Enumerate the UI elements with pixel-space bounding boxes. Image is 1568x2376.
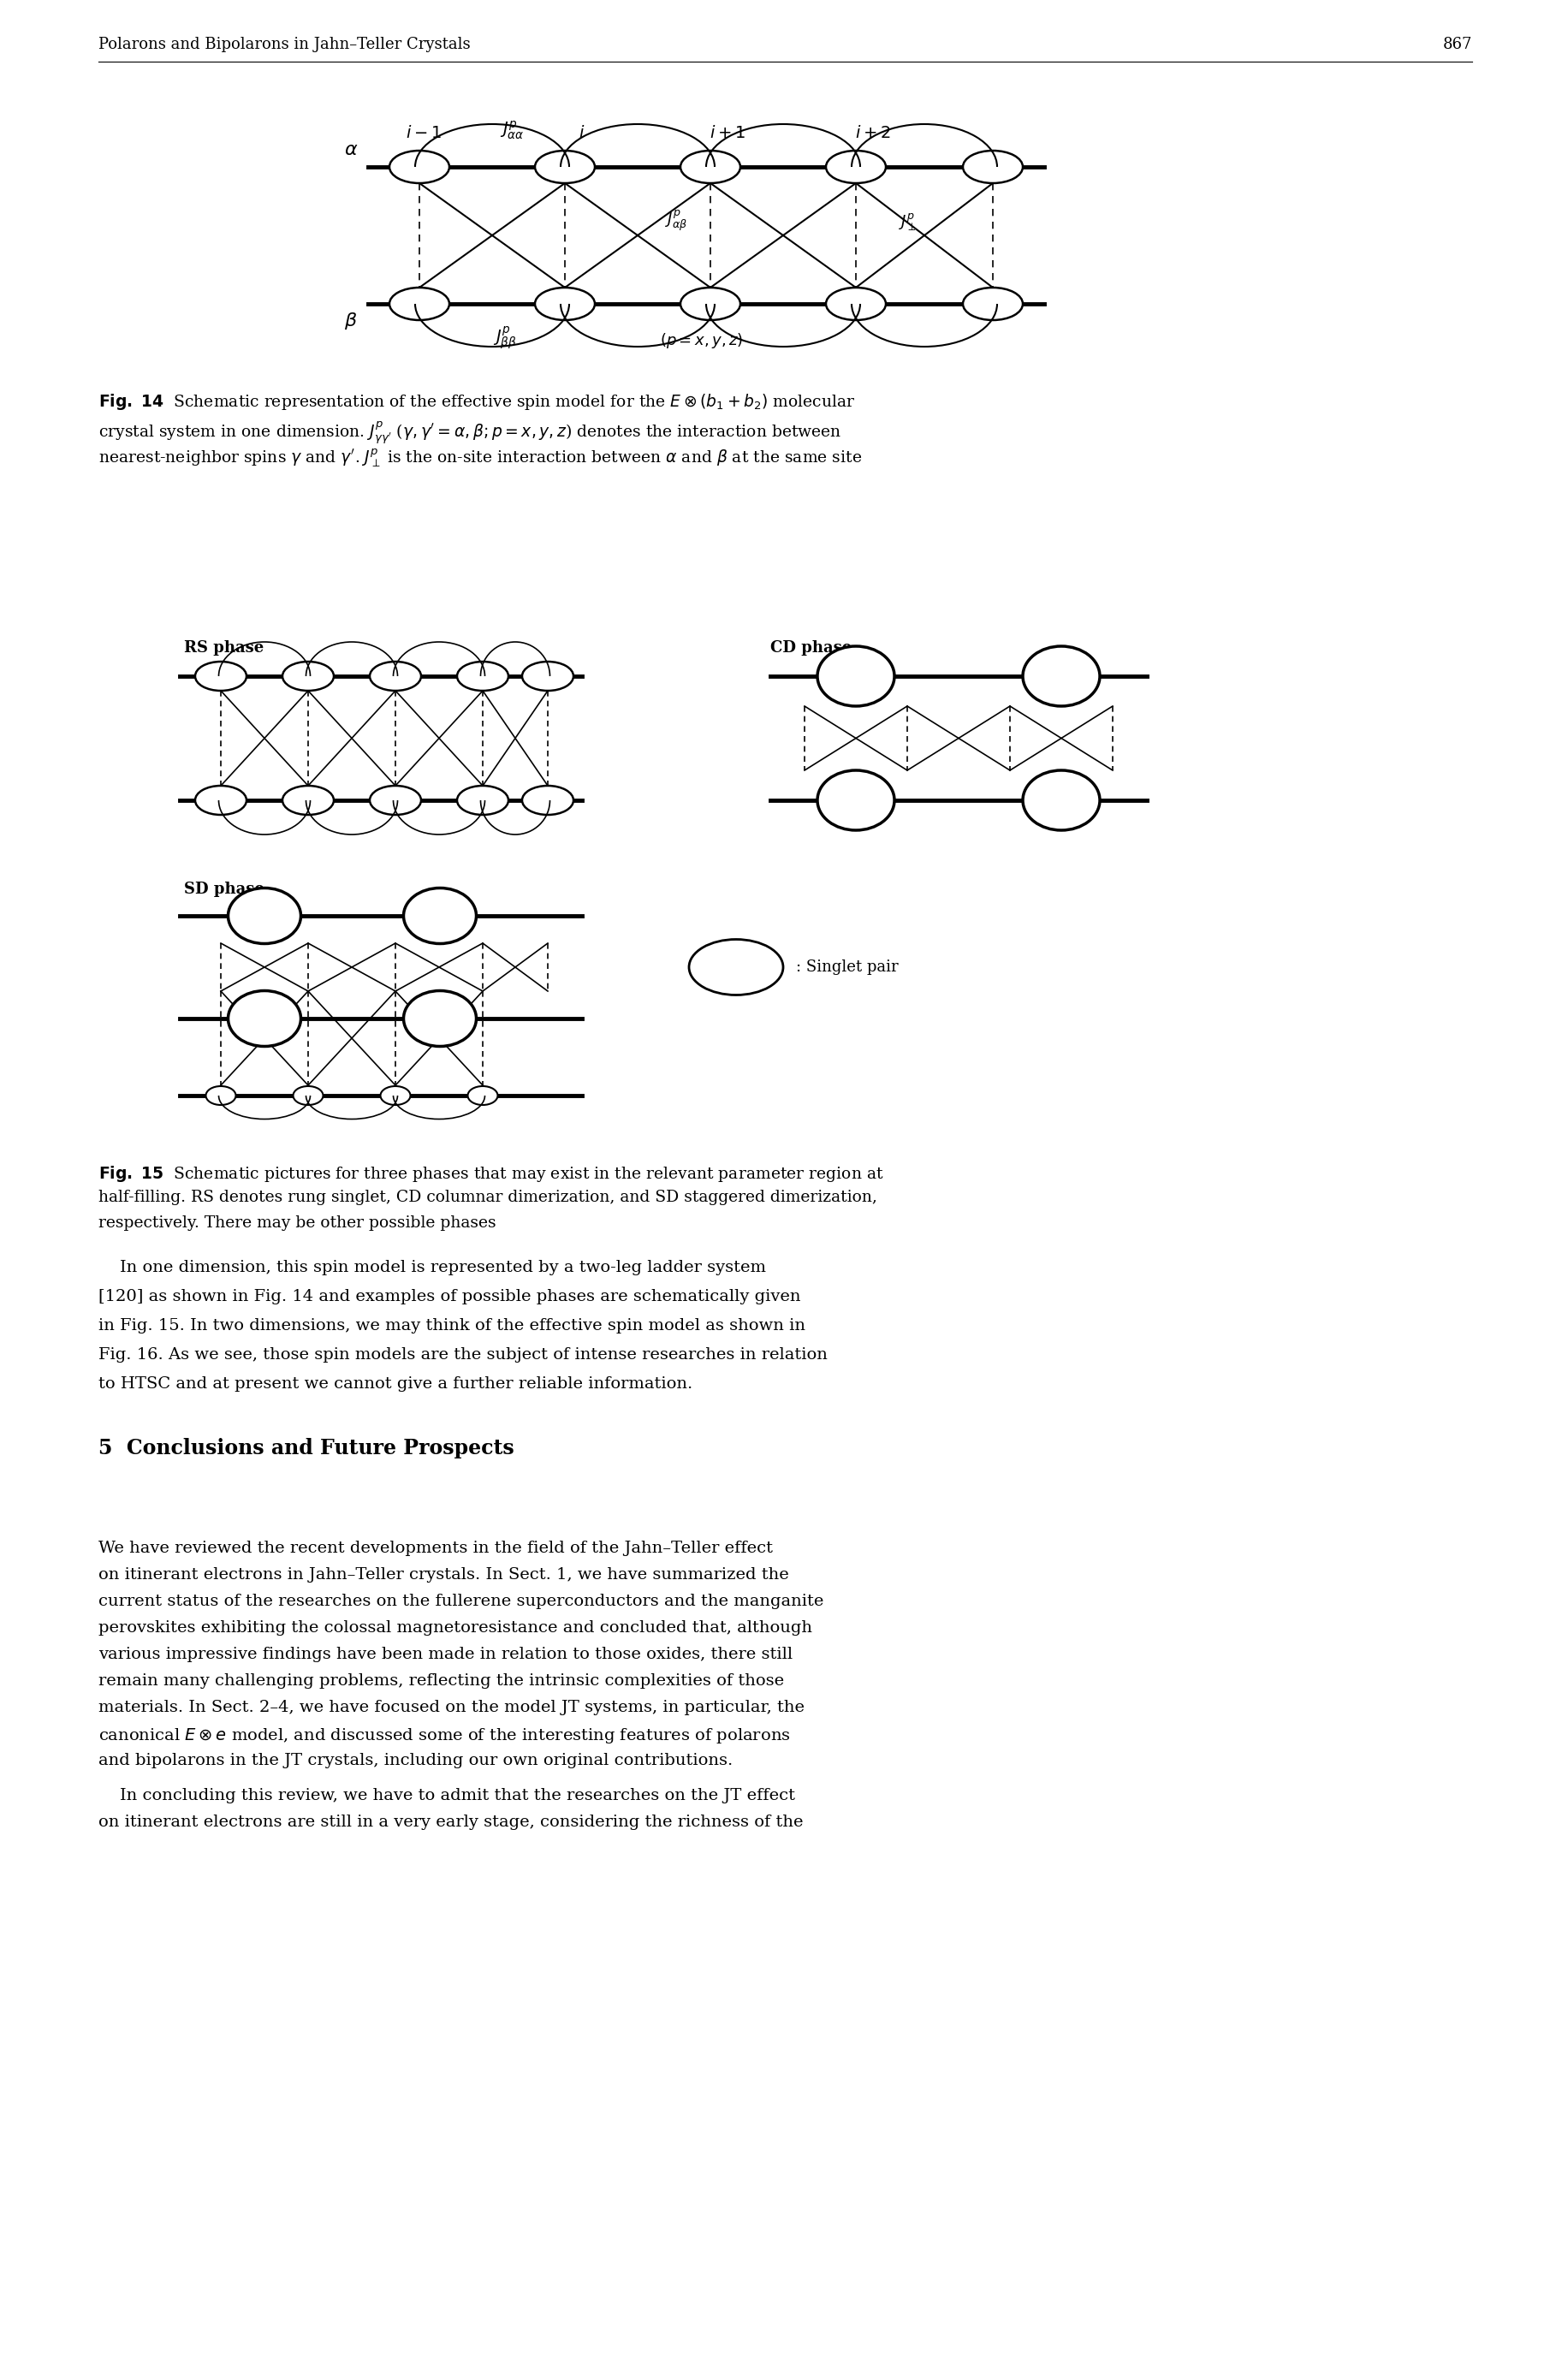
Ellipse shape (522, 786, 574, 815)
Ellipse shape (293, 1086, 323, 1105)
Ellipse shape (403, 889, 477, 943)
Ellipse shape (227, 991, 301, 1045)
Text: We have reviewed the recent developments in the field of the Jahn–Teller effect: We have reviewed the recent developments… (99, 1540, 773, 1556)
Ellipse shape (535, 287, 594, 321)
Text: Polarons and Bipolarons in Jahn–Teller Crystals: Polarons and Bipolarons in Jahn–Teller C… (99, 36, 470, 52)
Ellipse shape (963, 150, 1022, 183)
Text: RS phase: RS phase (183, 639, 263, 656)
Ellipse shape (389, 150, 448, 183)
Text: nearest-neighbor spins $\gamma$ and $\gamma'$. $J^p_\perp$ is the on-site intera: nearest-neighbor spins $\gamma$ and $\ga… (99, 447, 861, 468)
Text: respectively. There may be other possible phases: respectively. There may be other possibl… (99, 1217, 495, 1231)
Text: SD phase: SD phase (183, 881, 265, 898)
Text: [120] as shown in Fig. 14 and examples of possible phases are schematically give: [120] as shown in Fig. 14 and examples o… (99, 1290, 800, 1304)
Ellipse shape (963, 287, 1022, 321)
Ellipse shape (1022, 646, 1099, 706)
Text: half-filling. RS denotes rung singlet, CD columnar dimerization, and SD staggere: half-filling. RS denotes rung singlet, C… (99, 1190, 877, 1205)
Text: 5  Conclusions and Future Prospects: 5 Conclusions and Future Prospects (99, 1437, 514, 1459)
Ellipse shape (681, 150, 740, 183)
Text: $i-1$: $i-1$ (406, 124, 442, 140)
Text: $J^p_{\alpha\alpha}$: $J^p_{\alpha\alpha}$ (499, 119, 524, 140)
Text: 867: 867 (1443, 36, 1471, 52)
Ellipse shape (403, 991, 477, 1045)
Ellipse shape (522, 661, 574, 691)
Ellipse shape (817, 646, 894, 706)
Text: and bipolarons in the JT crystals, including our own original contributions.: and bipolarons in the JT crystals, inclu… (99, 1753, 732, 1768)
Text: in Fig. 15. In two dimensions, we may think of the effective spin model as shown: in Fig. 15. In two dimensions, we may th… (99, 1319, 804, 1333)
Ellipse shape (282, 786, 334, 815)
Ellipse shape (456, 786, 508, 815)
Ellipse shape (194, 661, 246, 691)
Text: In concluding this review, we have to admit that the researches on the JT effect: In concluding this review, we have to ad… (99, 1789, 795, 1803)
Ellipse shape (456, 661, 508, 691)
Ellipse shape (389, 287, 448, 321)
Ellipse shape (825, 287, 886, 321)
Ellipse shape (282, 661, 334, 691)
Ellipse shape (194, 786, 246, 815)
Text: remain many challenging problems, reflecting the intrinsic complexities of those: remain many challenging problems, reflec… (99, 1673, 784, 1689)
Ellipse shape (1022, 770, 1099, 829)
Text: canonical $E \otimes e$ model, and discussed some of the interesting features of: canonical $E \otimes e$ model, and discu… (99, 1727, 790, 1746)
Ellipse shape (825, 150, 886, 183)
Ellipse shape (379, 1086, 411, 1105)
Text: $i$: $i$ (579, 124, 585, 140)
Text: on itinerant electrons in Jahn–Teller crystals. In Sect. 1, we have summarized t: on itinerant electrons in Jahn–Teller cr… (99, 1568, 789, 1582)
Text: $J^p_{\beta\beta}$: $J^p_{\beta\beta}$ (492, 326, 516, 352)
Text: $i+1$: $i+1$ (709, 124, 745, 140)
Text: $(p=x,y,z)$: $(p=x,y,z)$ (660, 330, 743, 349)
Ellipse shape (370, 786, 420, 815)
Ellipse shape (688, 939, 782, 996)
Ellipse shape (370, 661, 420, 691)
Text: Fig. 16. As we see, those spin models are the subject of intense researches in r: Fig. 16. As we see, those spin models ar… (99, 1347, 826, 1361)
Ellipse shape (467, 1086, 497, 1105)
Text: $\beta$: $\beta$ (343, 311, 358, 330)
Text: materials. In Sect. 2–4, we have focused on the model JT systems, in particular,: materials. In Sect. 2–4, we have focused… (99, 1699, 804, 1715)
Text: $J^p_{\alpha\beta}$: $J^p_{\alpha\beta}$ (665, 209, 687, 233)
Text: perovskites exhibiting the colossal magnetoresistance and concluded that, althou: perovskites exhibiting the colossal magn… (99, 1620, 812, 1635)
Text: $\mathbf{Fig.\ 15}$  Schematic pictures for three phases that may exist in the r: $\mathbf{Fig.\ 15}$ Schematic pictures f… (99, 1164, 883, 1183)
Text: $\mathbf{Fig.\ 14}$  Schematic representation of the effective spin model for th: $\mathbf{Fig.\ 14}$ Schematic representa… (99, 392, 855, 411)
Ellipse shape (227, 889, 301, 943)
Text: CD phase: CD phase (770, 639, 851, 656)
Text: : Singlet pair: : Singlet pair (795, 960, 898, 974)
Text: $\alpha$: $\alpha$ (343, 140, 358, 159)
Text: on itinerant electrons are still in a very early stage, considering the richness: on itinerant electrons are still in a ve… (99, 1815, 803, 1830)
Ellipse shape (681, 287, 740, 321)
Text: In one dimension, this spin model is represented by a two-leg ladder system: In one dimension, this spin model is rep… (99, 1259, 765, 1276)
Ellipse shape (817, 770, 894, 829)
Text: $i+2$: $i+2$ (855, 124, 891, 140)
Text: to HTSC and at present we cannot give a further reliable information.: to HTSC and at present we cannot give a … (99, 1376, 691, 1392)
Text: crystal system in one dimension. $J^p_{\gamma\gamma'}$ ($\gamma, \gamma' = \alph: crystal system in one dimension. $J^p_{\… (99, 421, 842, 447)
Text: $J^p_\perp$: $J^p_\perp$ (898, 211, 916, 233)
Ellipse shape (535, 150, 594, 183)
Ellipse shape (205, 1086, 235, 1105)
Text: current status of the researches on the fullerene superconductors and the mangan: current status of the researches on the … (99, 1594, 823, 1609)
Text: various impressive findings have been made in relation to those oxides, there st: various impressive findings have been ma… (99, 1647, 792, 1663)
